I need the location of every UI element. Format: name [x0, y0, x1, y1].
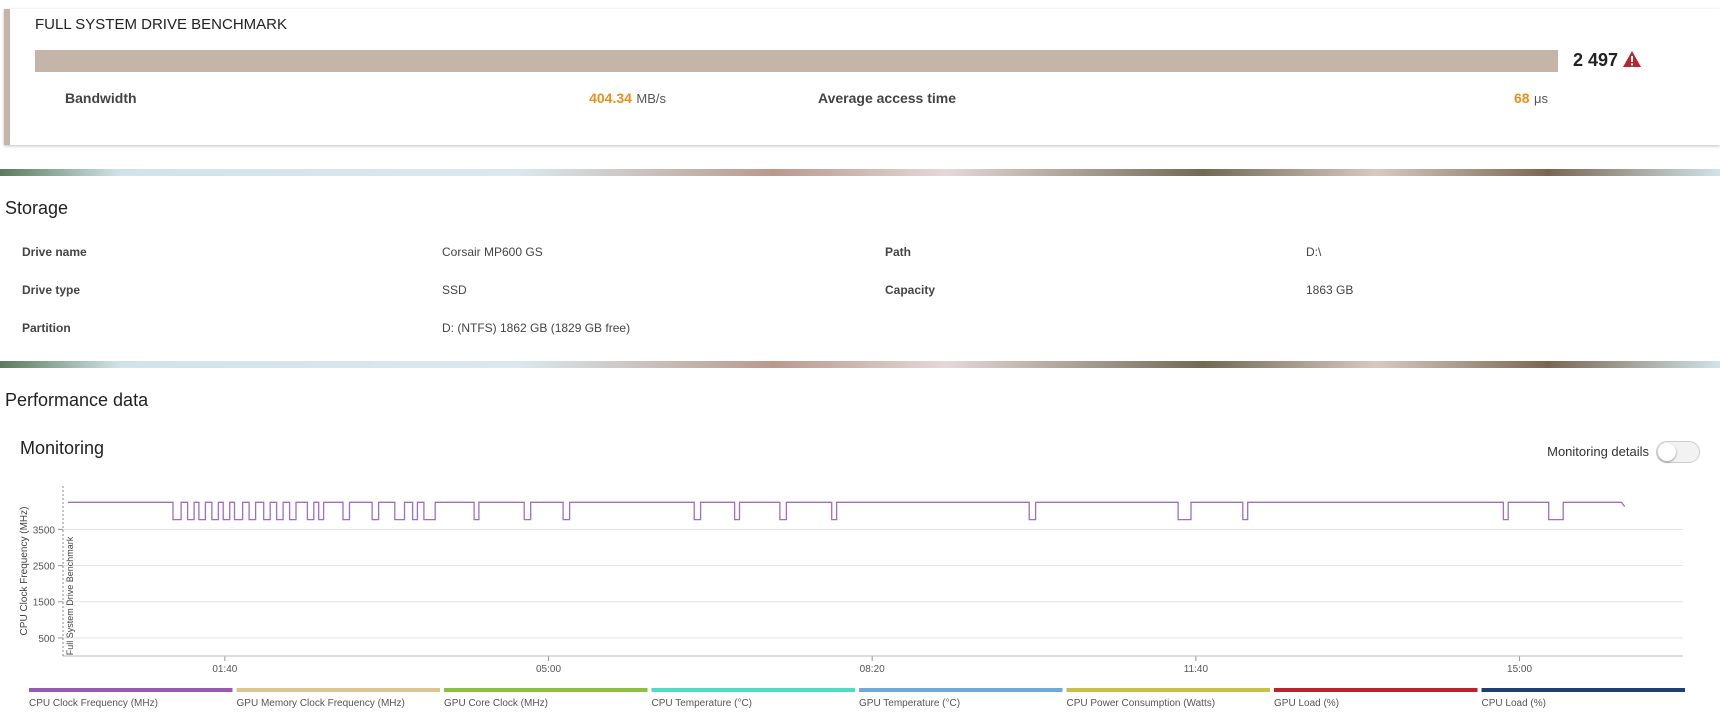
bandwidth-value: 404.34	[589, 90, 632, 106]
access: 68 μs	[1514, 90, 1548, 108]
field-label: Partition	[22, 321, 71, 335]
field-value: D:\	[1306, 245, 1322, 259]
score-bar	[35, 50, 1558, 72]
legend-label: GPU Core Clock (MHz)	[444, 698, 548, 709]
monitoring-details-label: Monitoring details	[1547, 444, 1649, 459]
y-tick-label: 2500	[33, 562, 56, 573]
data-line	[67, 501, 1626, 521]
field-label: Path	[885, 245, 912, 259]
y-tick-label: 1500	[33, 598, 56, 609]
y-tick-label: 3500	[33, 525, 56, 536]
x-tick-label: 15:00	[1507, 664, 1532, 675]
legend-label: CPU Clock Frequency (MHz)	[29, 698, 158, 709]
field-value: Corsair MP600 GS	[442, 245, 543, 259]
field-label: Drive type	[22, 283, 81, 297]
x-tick-label: 11:40	[1184, 664, 1209, 675]
field-value: 1863 GB	[1306, 283, 1354, 297]
y-tick-label: 500	[38, 634, 55, 645]
legend-swatch	[1481, 688, 1685, 692]
score: 2 497	[1573, 50, 1619, 70]
monitoring-toggle[interactable]	[1656, 441, 1700, 463]
field-label: Drive name	[22, 245, 87, 259]
legend-label: GPU Memory Clock Frequency (MHz)	[237, 698, 405, 709]
legend-label: CPU Power Consumption (Watts)	[1067, 698, 1216, 709]
access-unit: μs	[1534, 91, 1548, 106]
legend-label: GPU Load (%)	[1274, 698, 1339, 709]
legend-swatch	[651, 688, 855, 692]
legend-swatch	[29, 688, 233, 692]
legend-swatch	[1066, 688, 1270, 692]
legend-swatch	[1274, 688, 1478, 692]
legend-swatch	[444, 688, 648, 692]
bandwidth-unit: MB/s	[636, 91, 666, 106]
banner-strip	[0, 169, 1720, 176]
field-value: D: (NTFS) 1862 GB (1829 GB free)	[442, 321, 631, 335]
x-tick-label: 05:00	[536, 664, 561, 675]
access-label: Average access time	[818, 90, 957, 106]
benchmark-title: FULL SYSTEM DRIVE BENCHMARK	[35, 16, 287, 33]
bandwidth: 404.34 MB/s	[589, 90, 666, 108]
x-tick-label: 08:20	[860, 664, 885, 675]
y-axis-title: CPU Clock Frequency (MHz)	[19, 507, 30, 636]
field-value: SSD	[442, 283, 467, 297]
banner-strip	[0, 361, 1720, 368]
monitoring-title: Monitoring	[20, 438, 105, 458]
field-label: Capacity	[885, 283, 936, 297]
legend-label: CPU Load (%)	[1482, 698, 1546, 709]
warning-icon	[1623, 51, 1641, 67]
storage-title: Storage	[5, 198, 69, 218]
legend-swatch	[236, 688, 440, 692]
bandwidth-label: Bandwidth	[65, 90, 137, 106]
legend-swatch	[859, 688, 1063, 692]
access-value: 68	[1513, 90, 1530, 106]
x-tick-label: 01:40	[212, 664, 237, 675]
legend-label: CPU Temperature (°C)	[652, 698, 753, 709]
benchmark-card: FULL SYSTEM DRIVE BENCHMARK 2 497 Bandwi…	[4, 9, 1720, 145]
performance-title: Performance data	[5, 390, 149, 410]
legend-label: GPU Temperature (°C)	[859, 698, 960, 709]
annotation: Full System Drive Benchmark	[65, 536, 75, 655]
